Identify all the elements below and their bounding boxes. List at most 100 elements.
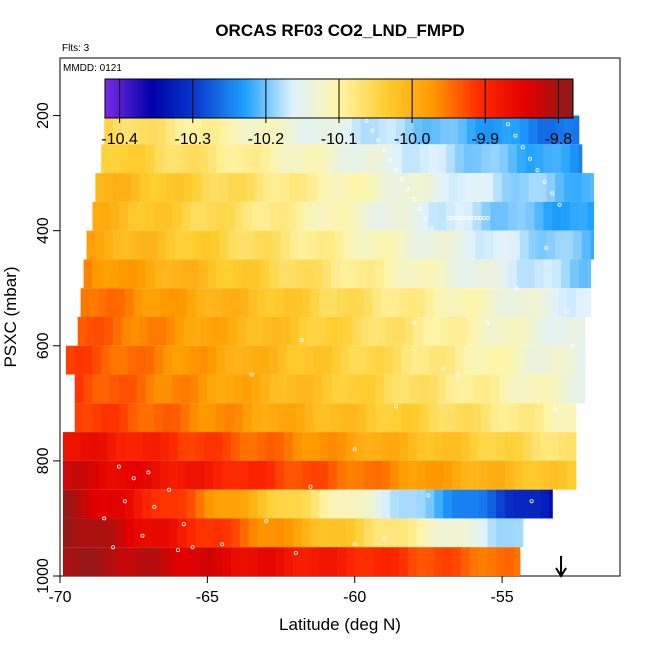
heatmap-cell <box>192 173 203 202</box>
heatmap-cell <box>257 518 267 548</box>
heatmap-cell <box>295 259 306 289</box>
heatmap-cell <box>242 345 253 375</box>
heatmap-cell <box>452 460 462 490</box>
heatmap-cell <box>493 115 503 145</box>
heatmap-cell <box>145 144 155 174</box>
heatmap-cell <box>348 345 359 375</box>
heatmap-cell <box>472 403 483 433</box>
heatmap-cell <box>513 288 524 317</box>
heatmap-cell <box>260 259 270 289</box>
heatmap-cell <box>499 201 509 231</box>
heatmap-cell <box>169 547 179 576</box>
heatmap-cell <box>222 288 232 317</box>
track-point <box>544 245 549 250</box>
heatmap-cell <box>357 144 368 174</box>
heatmap-cell <box>118 201 129 231</box>
heatmap-cell <box>286 345 297 375</box>
heatmap-cell <box>319 547 329 576</box>
heatmap-cell <box>169 518 179 548</box>
track-point <box>152 504 157 509</box>
track-point <box>122 499 127 504</box>
heatmap-cell <box>372 518 382 548</box>
heatmap-cell <box>172 403 182 433</box>
heatmap-cell <box>257 460 267 490</box>
heatmap-cell <box>316 173 326 202</box>
heatmap-cell <box>475 173 486 202</box>
heatmap-cell <box>169 288 179 317</box>
heatmap-cell <box>298 115 309 145</box>
heatmap-cell <box>401 403 412 433</box>
track-point <box>393 167 398 172</box>
heatmap-cell <box>590 173 595 202</box>
heatmap-cell <box>381 432 391 461</box>
heatmap-cell <box>62 489 73 519</box>
heatmap-cell <box>316 317 326 346</box>
heatmap-cell <box>207 403 217 433</box>
heatmap-cell <box>101 144 111 174</box>
heatmap-cell <box>230 432 241 461</box>
track-point <box>111 545 116 550</box>
heatmap-cell <box>163 144 173 174</box>
heatmap-cell <box>130 230 141 260</box>
heatmap-cell <box>543 403 553 433</box>
heatmap-cell <box>275 432 285 461</box>
heatmap-cell <box>522 460 533 490</box>
heatmap-cell <box>166 317 176 346</box>
heatmap-cell <box>366 201 376 231</box>
heatmap-cell <box>531 460 542 490</box>
track-point <box>426 493 431 498</box>
heatmap-cell <box>225 144 235 174</box>
heatmap-cell <box>328 288 338 317</box>
heatmap-cell <box>233 201 244 231</box>
heatmap-cell <box>340 144 350 174</box>
heatmap-cell <box>572 173 583 202</box>
heatmap-cell <box>307 173 318 202</box>
track-point <box>102 516 107 521</box>
heatmap-cell <box>116 547 126 576</box>
heatmap-cell <box>466 230 477 260</box>
heatmap-cell <box>180 201 191 231</box>
heatmap-cell <box>443 518 453 548</box>
heatmap-cell <box>160 460 170 490</box>
heatmap-cell <box>148 115 158 145</box>
heatmap-cell <box>251 144 262 174</box>
heatmap-cell <box>281 317 291 346</box>
colorbar-tick-label: -10.3 <box>175 131 212 148</box>
heatmap-cell <box>513 547 521 576</box>
heatmap-cell <box>351 115 362 145</box>
heatmap-cell <box>513 432 524 461</box>
heatmap-cell <box>207 374 217 404</box>
heatmap-cell <box>481 259 491 289</box>
heatmap-cell <box>581 173 592 202</box>
heatmap-cell <box>328 518 338 548</box>
heatmap-cell <box>546 115 556 145</box>
heatmap-cell <box>531 288 542 317</box>
heatmap-cell <box>372 288 382 317</box>
heatmap-cell <box>257 547 267 576</box>
heatmap-cell <box>446 201 456 231</box>
heatmap-cell <box>404 317 415 346</box>
heatmap-cell <box>375 345 385 375</box>
heatmap-cell <box>310 460 320 490</box>
heatmap-cell <box>89 432 99 461</box>
heatmap-cell <box>410 374 421 404</box>
heatmap-cell <box>130 317 141 346</box>
heatmap-cell <box>566 432 577 461</box>
heatmap-cell <box>443 489 453 519</box>
heatmap-cell <box>133 432 144 461</box>
heatmap-cell <box>104 230 114 260</box>
heatmap-cell <box>481 144 491 174</box>
heatmap-cell <box>363 460 374 490</box>
heatmap-cell <box>95 173 105 202</box>
heatmap-cell <box>348 403 359 433</box>
heatmap-cell <box>177 460 188 490</box>
heatmap-cell <box>301 547 312 576</box>
heatmap-cell <box>398 518 409 548</box>
heatmap-cell <box>180 259 191 289</box>
x-tick-label: -65 <box>196 589 219 606</box>
heatmap-cell <box>363 489 374 519</box>
heatmap-cell <box>434 460 444 490</box>
heatmap-cell <box>398 489 409 519</box>
heatmap-cell <box>213 288 223 317</box>
heatmap-cell <box>487 489 497 519</box>
